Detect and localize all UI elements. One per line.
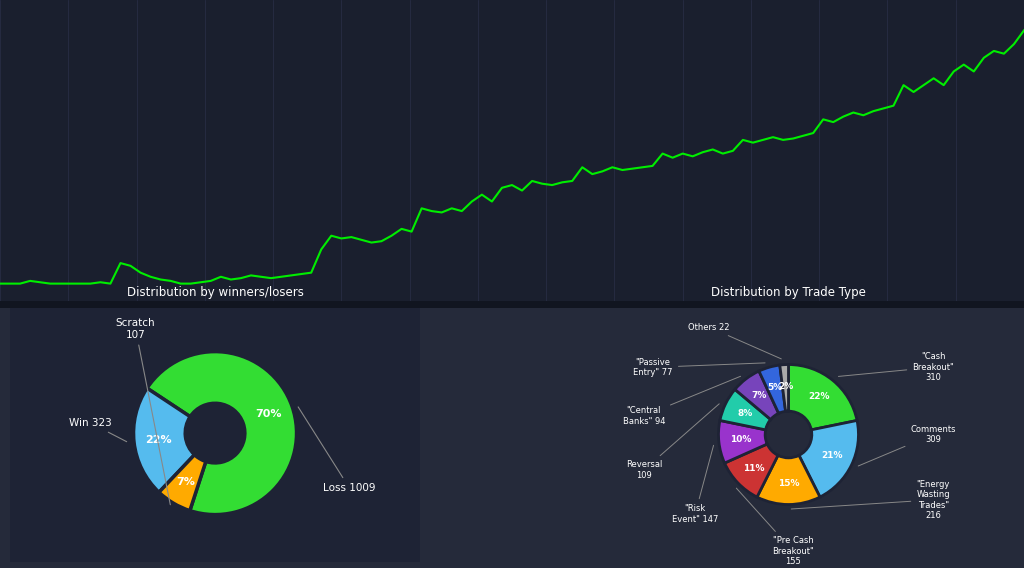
Text: "Pre Cash
Breakout"
155: "Pre Cash Breakout" 155: [736, 488, 814, 566]
Text: Win 323: Win 323: [70, 418, 127, 442]
Text: 22%: 22%: [145, 435, 172, 445]
Title: Distribution by winners/losers: Distribution by winners/losers: [127, 286, 303, 299]
Wedge shape: [147, 352, 297, 515]
Text: 2%: 2%: [778, 382, 794, 391]
Text: "Risk
Event" 147: "Risk Event" 147: [672, 445, 719, 524]
Wedge shape: [159, 455, 206, 511]
Wedge shape: [725, 444, 778, 497]
Text: 8%: 8%: [737, 409, 753, 418]
X-axis label: Date (Europe/London): Date (Europe/London): [451, 321, 573, 332]
Wedge shape: [780, 365, 788, 411]
Text: Others 22: Others 22: [688, 323, 781, 359]
Text: Scratch
107: Scratch 107: [116, 318, 170, 505]
Text: Comments
309: Comments 309: [858, 425, 955, 466]
Text: 11%: 11%: [742, 463, 764, 473]
Text: 15%: 15%: [778, 479, 799, 487]
Wedge shape: [757, 456, 820, 504]
Title: Distribution by Trade Type: Distribution by Trade Type: [711, 286, 866, 299]
Text: "Energy
Wasting
Trades"
216: "Energy Wasting Trades" 216: [792, 480, 950, 520]
Wedge shape: [735, 371, 778, 420]
Text: "Cash
Breakout"
310: "Cash Breakout" 310: [839, 352, 954, 382]
Text: 7%: 7%: [177, 477, 196, 487]
Text: 70%: 70%: [255, 410, 282, 419]
Text: 21%: 21%: [821, 451, 843, 460]
Wedge shape: [799, 420, 858, 497]
Wedge shape: [759, 365, 785, 414]
Text: 10%: 10%: [729, 435, 751, 444]
Text: 5%: 5%: [767, 383, 782, 392]
Text: 22%: 22%: [808, 392, 829, 402]
Text: 7%: 7%: [752, 391, 767, 400]
Wedge shape: [720, 390, 771, 430]
Wedge shape: [133, 388, 195, 492]
Wedge shape: [719, 420, 767, 463]
Text: "Passive
Entry" 77: "Passive Entry" 77: [634, 358, 765, 377]
Text: Reversal
109: Reversal 109: [626, 404, 719, 480]
Text: "Central
Banks" 94: "Central Banks" 94: [623, 376, 740, 425]
Text: Loss 1009: Loss 1009: [298, 407, 376, 493]
Wedge shape: [788, 365, 857, 430]
